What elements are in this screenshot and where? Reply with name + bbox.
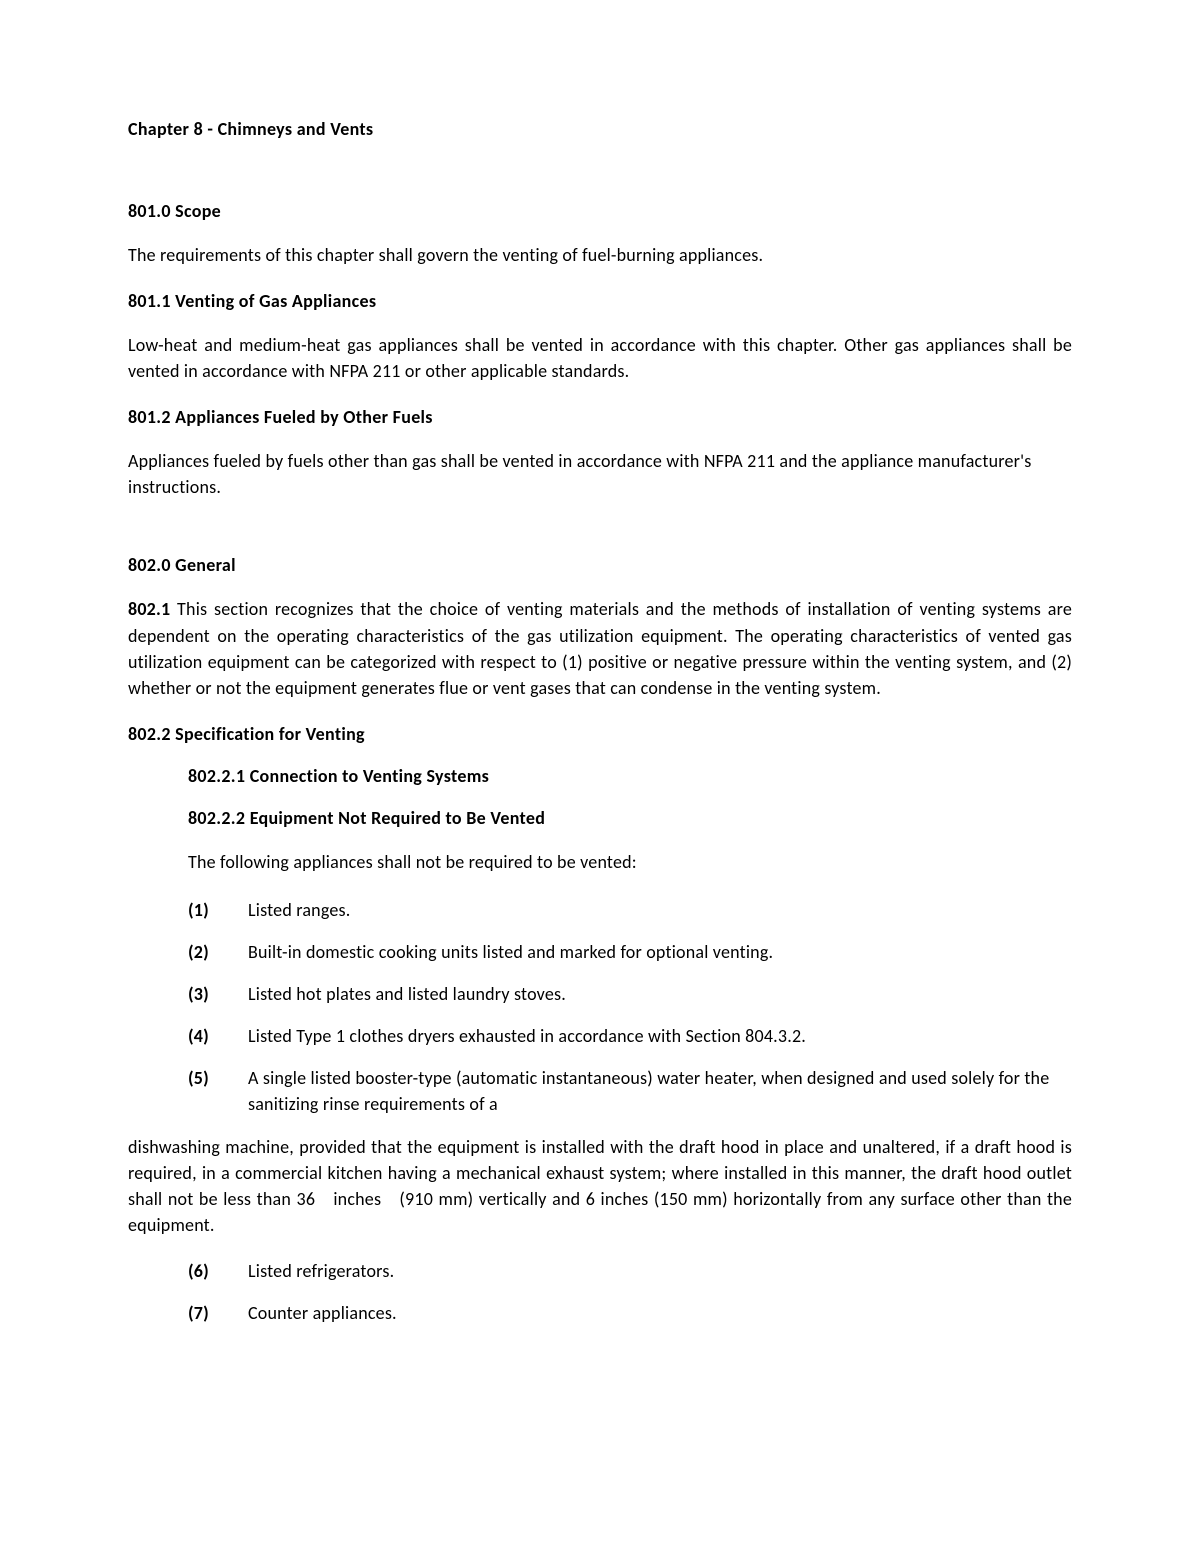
section-801-1-body: Low-heat and medium-heat gas appliances … [128, 332, 1072, 384]
list-item-number: (2) [188, 939, 248, 965]
section-802-2-1-heading: 802.2.1 Connection to Venting Systems [188, 765, 1072, 787]
list-item-text: Listed refrigerators. [248, 1258, 1072, 1284]
list-item-text: Counter appliances. [248, 1300, 1072, 1326]
list-item-text: Listed ranges. [248, 897, 1072, 923]
section-801-1-heading: 801.1 Venting of Gas Appliances [128, 290, 1072, 312]
section-801-0-body: The requirements of this chapter shall g… [128, 242, 1072, 268]
chapter-title: Chapter 8 - Chimneys and Vents [128, 118, 1072, 140]
item-5-continuation: dishwashing machine, provided that the e… [128, 1134, 1072, 1238]
list-item-text: Listed Type 1 clothes dryers exhausted i… [248, 1023, 1072, 1049]
appliance-list: (1)Listed ranges.(2)Built-in domestic co… [128, 897, 1072, 1118]
list-item-text: Built-in domestic cooking units listed a… [248, 939, 1072, 965]
list-item-text: A single listed booster-type (automatic … [248, 1065, 1072, 1117]
list-item: (1)Listed ranges. [188, 897, 1072, 923]
section-802-1-body: 802.1 This section recognizes that the c… [128, 596, 1072, 700]
section-802-2-2-intro: The following appliances shall not be re… [188, 849, 1072, 875]
list-item: (7)Counter appliances. [188, 1300, 1072, 1326]
list-item: (4)Listed Type 1 clothes dryers exhauste… [188, 1023, 1072, 1049]
list-item-text: Listed hot plates and listed laundry sto… [248, 981, 1072, 1007]
list-item: (2)Built-in domestic cooking units liste… [188, 939, 1072, 965]
list-item-number: (6) [188, 1258, 248, 1284]
section-802-1-lead: 802.1 [128, 598, 170, 620]
list-item: (6)Listed refrigerators. [188, 1258, 1072, 1284]
section-802-2-2-heading: 802.2.2 Equipment Not Required to Be Ven… [188, 807, 1072, 829]
appliance-list-continued: (6)Listed refrigerators.(7)Counter appli… [128, 1258, 1072, 1326]
list-item-number: (1) [188, 897, 248, 923]
section-802-1-text: This section recognizes that the choice … [128, 598, 1072, 698]
list-item: (5)A single listed booster-type (automat… [188, 1065, 1072, 1117]
list-item-number: (5) [188, 1065, 248, 1117]
section-802-2-heading: 802.2 Specification for Venting [128, 723, 1072, 745]
list-item-number: (4) [188, 1023, 248, 1049]
list-item-number: (3) [188, 981, 248, 1007]
section-801-0-heading: 801.0 Scope [128, 200, 1072, 222]
section-802-0-heading: 802.0 General [128, 554, 1072, 576]
list-item-number: (7) [188, 1300, 248, 1326]
section-801-2-heading: 801.2 Appliances Fueled by Other Fuels [128, 406, 1072, 428]
list-item: (3)Listed hot plates and listed laundry … [188, 981, 1072, 1007]
section-801-2-body: Appliances fueled by fuels other than ga… [128, 448, 1072, 500]
